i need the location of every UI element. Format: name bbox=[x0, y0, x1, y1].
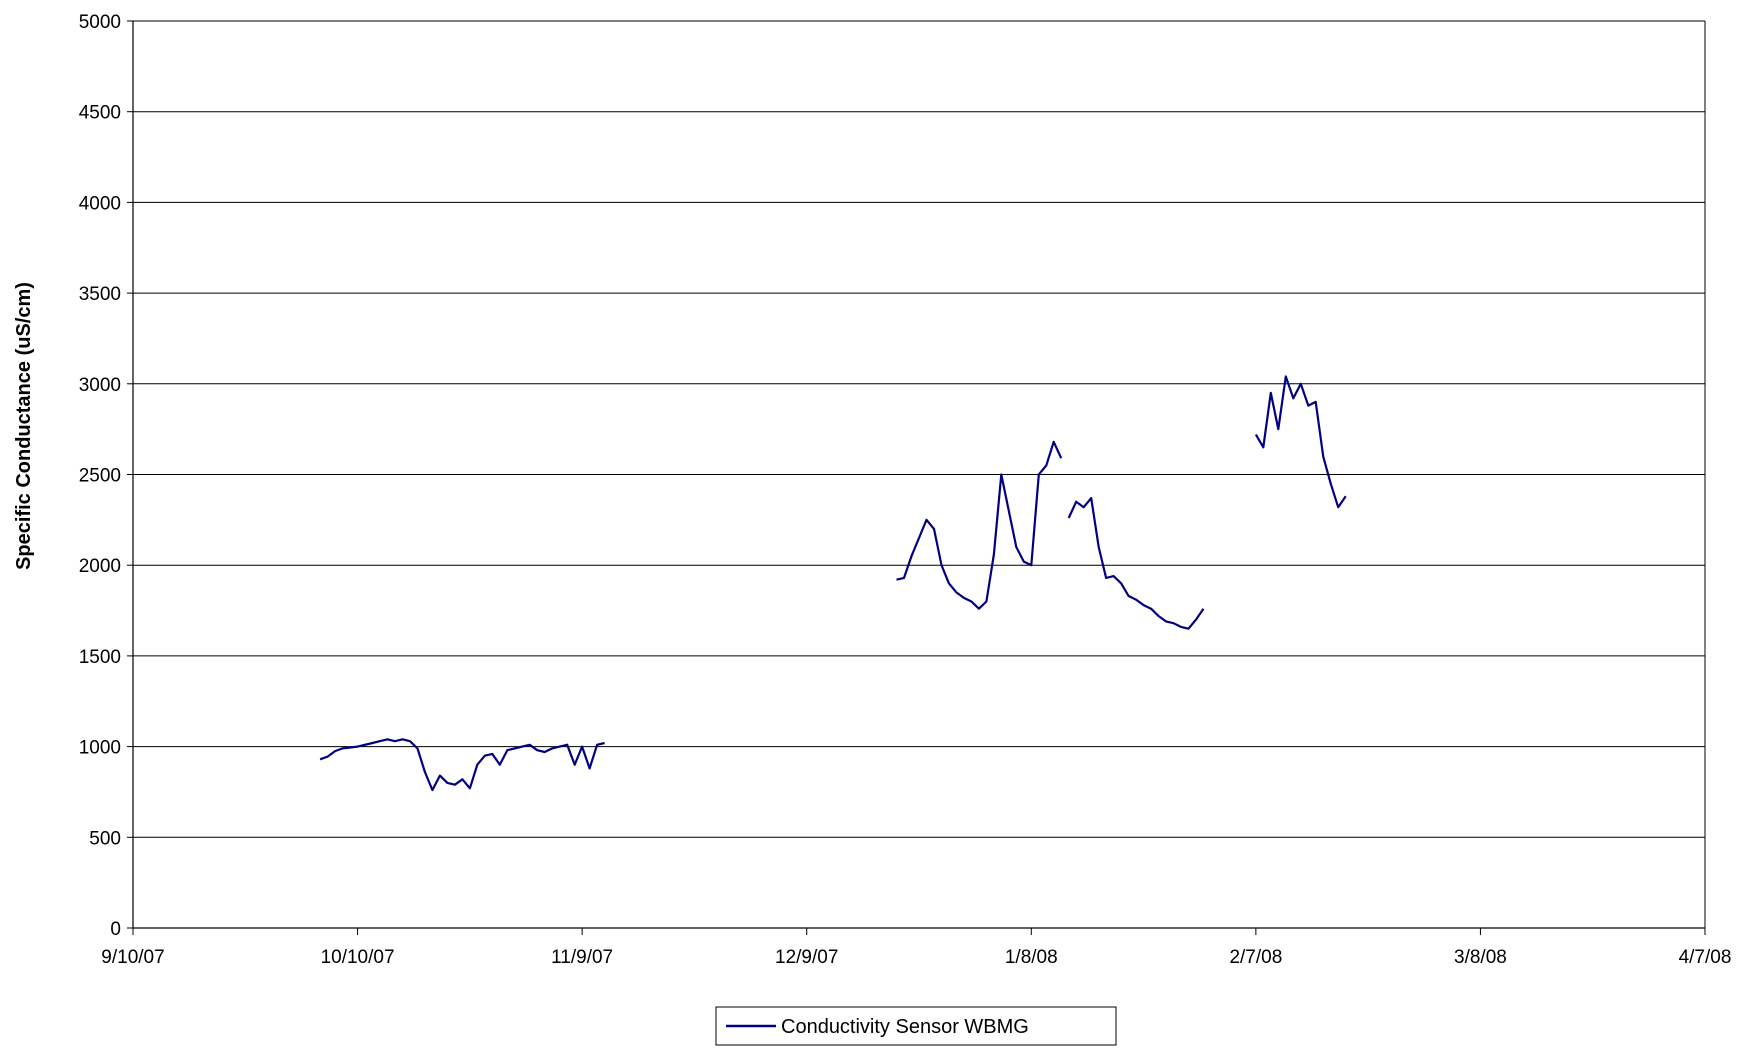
grid-lines bbox=[133, 20, 1705, 838]
series-conductivity bbox=[319, 375, 1347, 792]
y-tick-label: 4500 bbox=[79, 103, 121, 124]
y-tick-label: 0 bbox=[110, 919, 121, 940]
series-line-segment bbox=[319, 738, 605, 792]
x-tick-label: 1/8/08 bbox=[1005, 947, 1058, 968]
y-tick-label: 2000 bbox=[79, 556, 121, 577]
x-tick-label: 4/7/08 bbox=[1679, 947, 1732, 968]
y-tick-label: 3000 bbox=[79, 375, 121, 396]
legend-label: Conductivity Sensor WBMG bbox=[781, 1016, 1029, 1038]
x-tick-label: 12/9/07 bbox=[775, 947, 838, 968]
x-tick-label: 10/10/07 bbox=[321, 947, 395, 968]
series-line-segment bbox=[1067, 497, 1205, 630]
y-tick-label: 3500 bbox=[79, 284, 121, 305]
x-tick-label: 11/9/07 bbox=[551, 947, 613, 968]
series-line-segment bbox=[896, 440, 1063, 610]
y-tick-label: 1000 bbox=[79, 738, 121, 759]
y-tick-label: 500 bbox=[89, 828, 121, 849]
axes bbox=[127, 20, 1706, 935]
tick-labels: 0 500 1000 1500 2000 2500 3000 3500 4000 4500 5000… bbox=[79, 12, 1732, 968]
y-axis-title: Specific Conductance (uS/cm) bbox=[13, 282, 35, 570]
y-tick-label: 1500 bbox=[79, 647, 121, 668]
y-tick-label: 4000 bbox=[79, 193, 121, 214]
y-tick-label: 2500 bbox=[79, 466, 121, 487]
x-tick-label: 3/8/08 bbox=[1454, 947, 1507, 968]
legend: Conductivity Sensor WBMG bbox=[715, 1006, 1117, 1046]
x-tick-label: 9/10/07 bbox=[101, 947, 164, 968]
legend-box bbox=[715, 1006, 1117, 1046]
series-line-segment bbox=[1254, 375, 1347, 509]
x-tick-label: 2/7/08 bbox=[1229, 947, 1282, 968]
y-tick-label: 5000 bbox=[79, 12, 121, 33]
